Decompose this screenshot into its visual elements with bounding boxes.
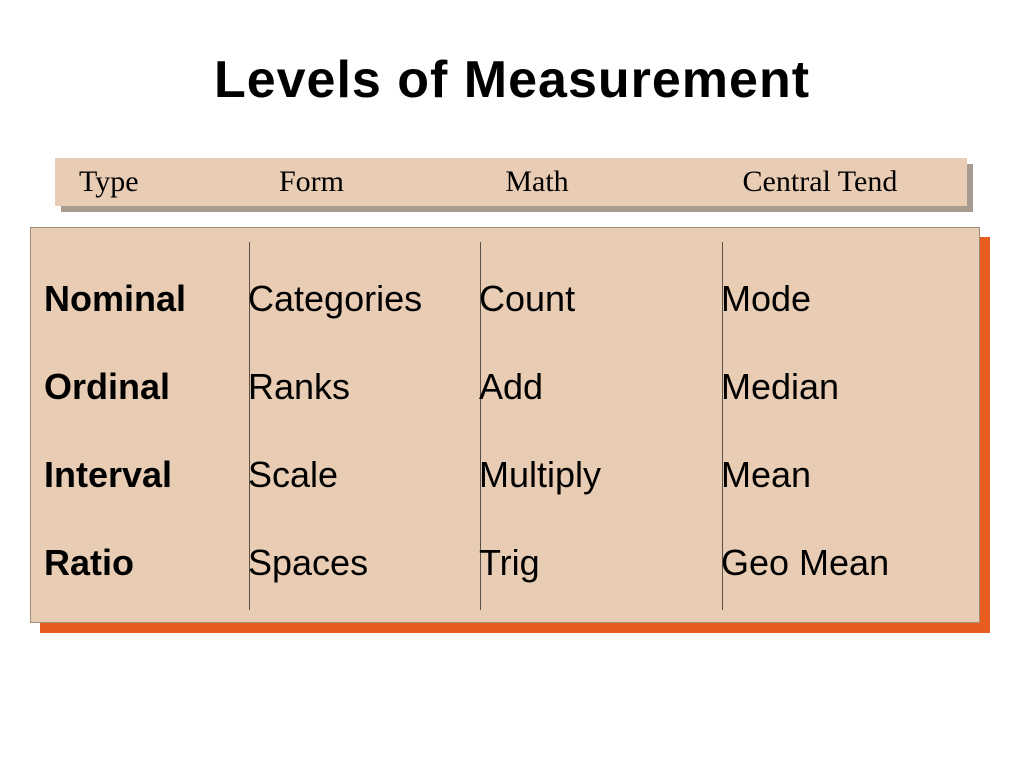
cell-central-tend: Mean (721, 454, 950, 496)
cell-form: Categories (248, 278, 479, 320)
cell-type: Ratio (44, 542, 248, 584)
header-col-form: Form (279, 165, 505, 199)
cell-form: Scale (248, 454, 479, 496)
cell-type: Nominal (44, 278, 248, 320)
cell-math: Trig (479, 542, 721, 584)
table-grid: Nominal Categories Count Mode Ordinal Ra… (44, 255, 980, 607)
column-header-bar: Type Form Math Central Tend (55, 158, 967, 206)
header-col-central-tend: Central Tend (743, 165, 967, 199)
cell-form: Spaces (248, 542, 479, 584)
cell-math: Multiply (479, 454, 721, 496)
cell-central-tend: Mode (721, 278, 950, 320)
cell-type: Interval (44, 454, 248, 496)
cell-math: Count (479, 278, 721, 320)
cell-type: Ordinal (44, 366, 248, 408)
header-col-type: Type (79, 165, 279, 199)
cell-form: Ranks (248, 366, 479, 408)
cell-central-tend: Median (721, 366, 950, 408)
cell-math: Add (479, 366, 721, 408)
header-col-math: Math (505, 165, 742, 199)
page-title: Levels of Measurement (0, 50, 1024, 110)
cell-central-tend: Geo Mean (721, 542, 950, 584)
